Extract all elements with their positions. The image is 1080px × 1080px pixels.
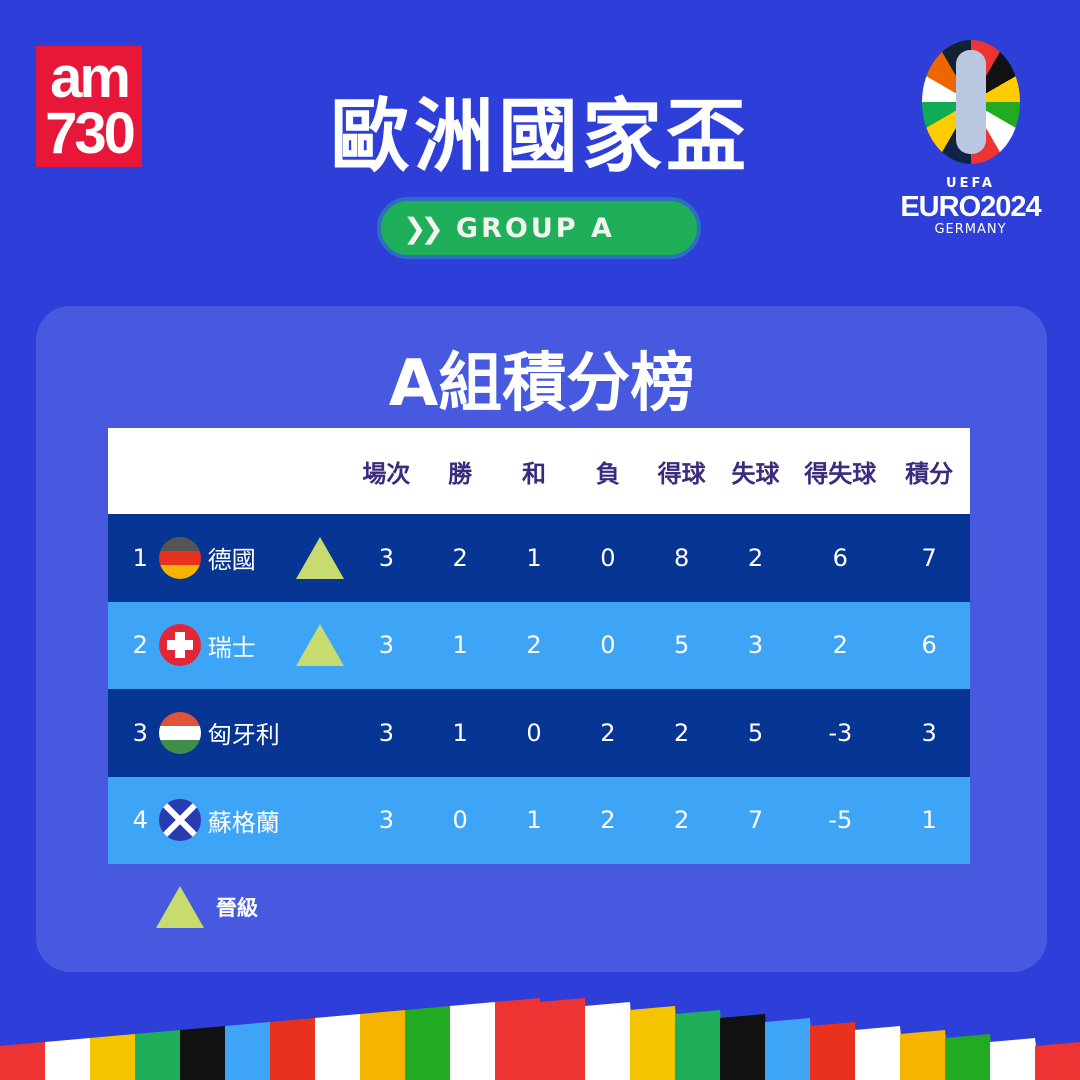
team-name: 瑞士 [207,633,256,662]
col-header: 失球 [731,459,780,488]
stat-cell: 2 [674,806,690,835]
stripe [405,1006,455,1080]
advanced-triangle-icon [295,624,344,667]
advanced-triangle-icon [156,886,204,928]
page-title: 歐洲國家盃 [330,90,750,183]
stat-cell: 1 [526,543,542,572]
stat-cell: 2 [452,543,468,572]
stat-cell: 0 [600,631,616,660]
stat-cell: 2 [600,806,616,835]
stripe [360,1010,410,1080]
stat-cell: 3 [378,806,394,835]
stat-cell: 3 [378,543,394,572]
col-header: 勝 [448,459,473,488]
standings-table: 場次 勝 和 負 得球 失球 得失球 積分 1 德國 3 2 1 0 8 2 6 7 2 瑞士 … [108,428,970,864]
stripe [1035,1042,1080,1080]
team-name: 匈牙利 [207,721,280,750]
table-row: 3 匈牙利 3 1 0 2 2 5 -3 3 [108,689,970,777]
am730-logo: am 730 [36,46,142,167]
team-name: 蘇格蘭 [207,808,280,837]
rank: 1 [132,543,148,572]
advanced-triangle-icon [295,536,344,579]
stripe [945,1034,995,1080]
stripe [855,1026,905,1080]
stat-cell: 2 [674,718,690,747]
stat-cell: 7 [921,543,937,572]
rank: 2 [132,631,148,660]
stripe [450,1002,500,1080]
stripe [810,1022,860,1080]
legend: 晉級 [156,886,258,928]
trophy-icon [921,40,1020,164]
stat-cell: 6 [832,543,848,572]
scotland-flag-icon [158,799,201,842]
stat-cell: 2 [747,543,764,572]
stat-cell: 3 [921,718,937,747]
stat-cell: -3 [828,718,853,747]
stat-cell: 8 [674,543,690,572]
euro2024-logo: UEFA EURO2024 GERMANY [888,40,1053,237]
group-badge: ❯❯ GROUP A [377,197,701,259]
switzerland-flag-icon [158,624,201,667]
legend-label: 晉級 [216,896,258,920]
stripe [0,1042,50,1080]
table-row: 1 德國 3 2 1 0 8 2 6 7 [108,514,970,602]
stripe [990,1038,1040,1080]
stat-cell: 0 [600,543,616,572]
stat-cell: 1 [452,631,468,660]
stat-cell: 0 [526,718,542,747]
stat-cell: 3 [378,718,394,747]
stripe [90,1034,140,1080]
stat-cell: 6 [921,631,937,660]
stripe [45,1038,95,1080]
stripe [270,1018,320,1080]
stat-cell: 1 [921,806,937,835]
stat-cell: 5 [747,718,764,747]
table-header: 場次 勝 和 負 得球 失球 得失球 積分 [108,428,970,514]
stripe [315,1014,365,1080]
stat-cell: 2 [526,631,542,660]
col-header: 得失球 [804,459,877,488]
stat-cell: 1 [526,806,542,835]
stat-cell: 3 [378,631,394,660]
stripe [765,1018,815,1080]
hungary-flag-icon [158,711,201,754]
standings-panel: A組積分榜 場次 勝 和 負 得球 失球 得失球 積分 1 德國 3 2 1 0 8 2 6… [36,306,1047,972]
stripe [180,1026,230,1080]
decorative-stripes [0,998,1080,1080]
col-header: 積分 [905,459,954,488]
stat-cell: 0 [452,806,468,835]
standings-title: A組積分榜 [388,347,695,421]
rank: 4 [132,806,148,835]
double-chevron-icon: ❯❯ [403,211,444,245]
group-label: GROUP A [455,212,615,244]
table-row: 4 蘇格蘭 3 0 1 2 2 7 -5 1 [108,776,970,864]
table-row: 2 瑞士 3 1 2 0 5 3 2 6 [108,601,970,689]
stripe [630,1006,680,1080]
stripe [135,1030,185,1080]
team-name: 德國 [207,546,256,575]
col-header: 負 [595,459,620,488]
stat-cell: -5 [828,806,853,835]
rank: 3 [132,718,148,747]
stripe [720,1014,770,1080]
stat-cell: 3 [747,631,764,660]
stat-cell: 2 [600,718,616,747]
stat-cell: 1 [452,718,468,747]
stripe [585,1002,635,1080]
stripe [675,1010,725,1080]
stripe [495,998,545,1080]
stat-cell: 7 [747,806,764,835]
col-header: 和 [522,459,546,488]
germany-flag-icon [158,536,201,579]
stat-cell: 5 [674,631,690,660]
stat-cell: 2 [832,631,848,660]
stripe [900,1030,950,1080]
stripe [225,1022,275,1080]
col-header: 得球 [657,459,706,488]
stripe [540,998,590,1080]
col-header: 場次 [362,459,411,488]
